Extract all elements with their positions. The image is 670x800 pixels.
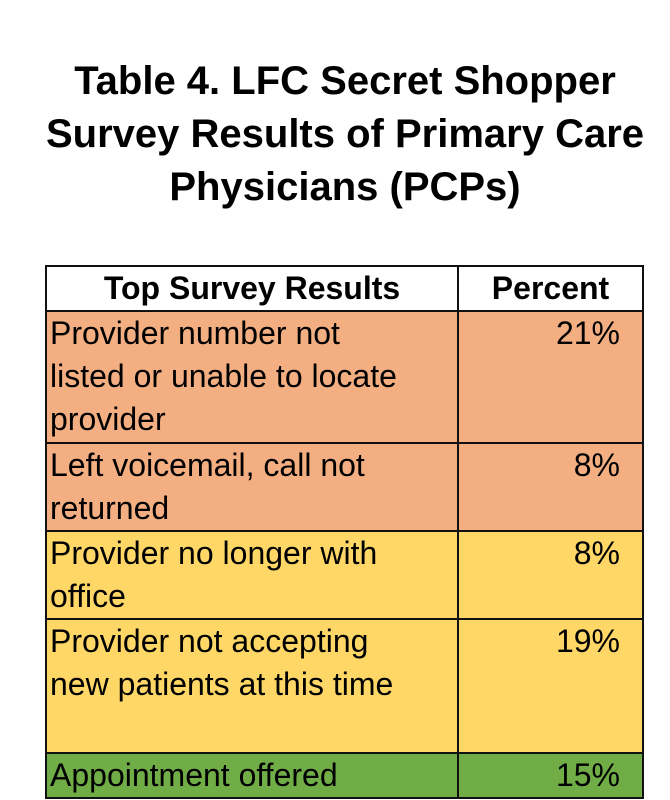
percent-cell: 8% [457,442,644,532]
result-cell: Provider not accepting new patients at t… [45,618,459,754]
table-row: Provider not accepting new patients at t… [45,618,644,754]
table-row: Provider number not listed or unable to … [45,310,644,444]
table-row: Provider no longer with office 8% [45,530,644,620]
table-title: Table 4. LFC Secret Shopper Survey Resul… [45,59,645,209]
table-row: Appointment offered 15% [45,752,644,799]
header-percent: Percent [457,265,644,312]
header-row: Top Survey Results Percent [45,265,644,312]
percent-cell: 21% [457,310,644,444]
table-row: Left voicemail, call not returned 8% [45,442,644,532]
percent-cell: 15% [457,752,644,799]
survey-results-table: Top Survey Results Percent Provider numb… [45,265,644,799]
result-cell: Provider no longer with office [45,530,459,620]
result-cell: Appointment offered [45,752,459,799]
result-cell: Provider number not listed or unable to … [45,310,459,444]
result-cell: Left voicemail, call not returned [45,442,459,532]
header-top-survey-results: Top Survey Results [45,265,459,312]
percent-cell: 19% [457,618,644,754]
percent-cell: 8% [457,530,644,620]
